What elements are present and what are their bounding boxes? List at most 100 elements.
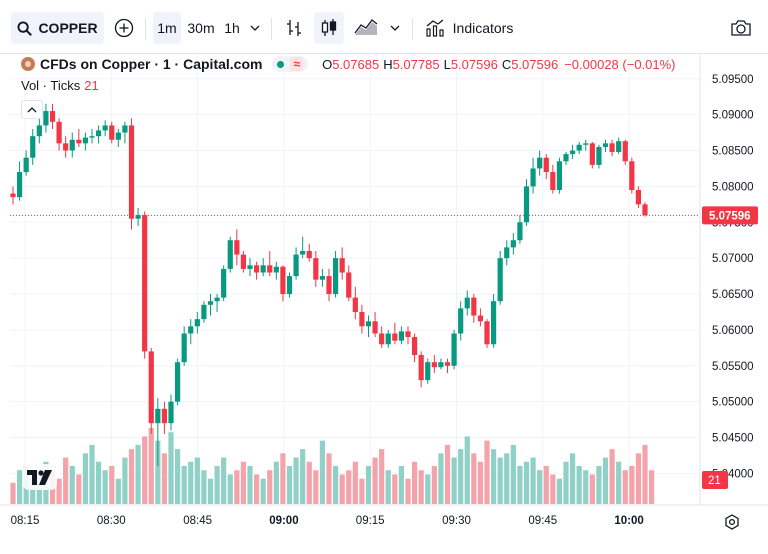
volume-bar	[273, 461, 279, 504]
volume-bar	[556, 478, 563, 504]
close-value: 5.07596	[511, 56, 559, 72]
volume-bar	[504, 453, 510, 504]
volume-bar	[227, 474, 233, 504]
candle-body	[306, 250, 312, 259]
chevron-down-icon	[390, 25, 400, 31]
interval-30m-button[interactable]: 30m	[187, 20, 215, 36]
candle-body	[398, 331, 405, 341]
candle-body	[188, 326, 194, 334]
volume-bar	[201, 470, 207, 504]
snapshot-button[interactable]	[724, 12, 758, 44]
time-axis-label: 09:15	[356, 515, 385, 527]
candle-body	[115, 132, 121, 140]
interval-1m-button[interactable]: 1m	[153, 12, 181, 44]
candle-body	[63, 143, 69, 151]
tradingview-logo[interactable]	[23, 464, 57, 490]
collapse-legend-button[interactable]	[21, 100, 43, 119]
price-axis-label: 5.09500	[712, 74, 754, 86]
candle-body	[616, 141, 622, 152]
volume-bar	[609, 449, 615, 504]
candle-body	[82, 137, 89, 144]
candle-body	[161, 408, 168, 424]
volume-bar	[372, 457, 378, 504]
last-price-tag	[702, 206, 758, 225]
indicators-button[interactable]: Indicators	[420, 12, 518, 44]
volume-bar	[523, 461, 530, 504]
candle-body	[253, 265, 260, 273]
volume-bar	[458, 449, 464, 504]
candle-body	[372, 321, 378, 334]
candle-body	[497, 258, 503, 302]
volume-bar	[398, 466, 405, 504]
symbol-search-button[interactable]: COPPER	[11, 12, 104, 44]
candle-body	[207, 301, 214, 305]
volume-bar	[346, 470, 352, 504]
candles-style-button[interactable]	[314, 12, 344, 44]
candle-body	[201, 304, 207, 320]
candle-body	[583, 143, 589, 145]
volume-bar	[589, 474, 595, 504]
volume-bar	[576, 466, 582, 504]
volume-bar	[622, 470, 628, 504]
bars-style-button[interactable]	[280, 12, 308, 44]
candle-body	[537, 157, 543, 169]
volume-bar	[30, 478, 36, 504]
candle-body	[313, 258, 319, 280]
volume-bar	[181, 466, 187, 504]
candles-icon	[321, 19, 337, 36]
volume-bar	[89, 444, 95, 504]
tradingview-logo-icon	[27, 469, 52, 485]
candle-body	[293, 254, 299, 277]
volume-bar	[267, 470, 273, 504]
plus-circle-icon	[114, 18, 134, 38]
candle-body	[227, 240, 233, 269]
interval-dropdown-button[interactable]	[246, 12, 264, 44]
volume-bar	[385, 470, 391, 504]
volume-bar	[56, 478, 62, 504]
volume-bar	[550, 474, 556, 504]
candle-body	[523, 186, 530, 223]
area-style-button[interactable]	[350, 12, 382, 44]
candle-body	[247, 265, 253, 269]
volume-bar	[359, 478, 365, 504]
volume-bar	[247, 466, 253, 504]
candle-body	[122, 125, 128, 133]
volume-bar	[109, 466, 115, 504]
volume-label: Vol · Ticks	[21, 78, 81, 93]
volume-bar	[135, 444, 141, 504]
volume-bar	[379, 449, 385, 504]
volume-legend[interactable]: Vol · Ticks 21	[21, 78, 99, 93]
candle-body	[300, 250, 306, 255]
volume-bar	[306, 461, 312, 504]
candle-body	[319, 276, 326, 280]
volume-bar	[497, 457, 503, 504]
price-axis-label: 5.09000	[712, 110, 754, 122]
time-axis-label: 08:15	[11, 515, 40, 527]
volume-bar	[155, 440, 161, 504]
chart-style-dropdown-button[interactable]	[386, 12, 404, 44]
volume-bar	[431, 466, 437, 504]
candle-body	[267, 265, 273, 273]
candle-body	[490, 301, 497, 345]
candle-body	[556, 161, 563, 190]
legend-title[interactable]: CFDs on Copper · 1 · Capital.com	[40, 56, 263, 72]
delayed-data-indicator: ≈	[290, 57, 304, 71]
price-axis-label: 5.05500	[712, 361, 754, 373]
chart-settings-button[interactable]	[722, 512, 742, 532]
candle-body	[155, 408, 161, 424]
volume-bar	[332, 466, 339, 504]
candle-body	[142, 215, 148, 352]
price-axis-label: 5.06000	[712, 325, 754, 337]
volume-bar	[82, 453, 89, 504]
volume-bar	[260, 478, 266, 504]
candle-body	[89, 136, 95, 138]
volume-bar	[425, 474, 431, 504]
interval-1h-button[interactable]: 1h	[224, 20, 240, 36]
candle-body	[221, 268, 227, 298]
volume-bar	[188, 461, 194, 504]
market-status-badge[interactable]: ≈	[272, 56, 309, 72]
compare-symbol-button[interactable]	[110, 12, 138, 44]
volume-bar	[471, 453, 477, 504]
candle-body	[504, 247, 510, 259]
